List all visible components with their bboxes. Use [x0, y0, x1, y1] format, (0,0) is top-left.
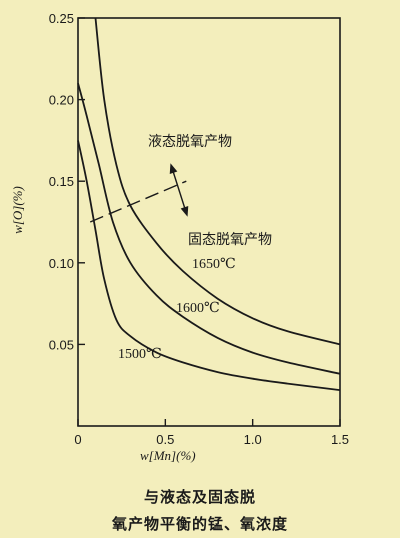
y-tick-label: 0.25: [49, 11, 74, 26]
caption-line-1: 与液态及固态脱: [143, 488, 256, 506]
caption-line-2: 氧产物平衡的锰、氧浓度: [111, 515, 288, 533]
x-tick-label: 1.5: [331, 432, 349, 447]
annotation-solid: 固态脱氧产物: [188, 232, 272, 248]
y-tick-label: 0.05: [49, 337, 74, 352]
annotation-arrow: [171, 167, 187, 213]
series-line-2: [77, 140, 341, 391]
arrow-head-up: [169, 163, 178, 174]
plot-frame: [77, 17, 341, 427]
phase-boundary-line: [89, 180, 187, 223]
x-tick-label: 0.5: [156, 432, 174, 447]
y-axis-title: w[O](%): [10, 186, 25, 234]
y-tick-label: 0.10: [49, 256, 74, 271]
series-label-1650: 1650℃: [192, 257, 236, 272]
series-label-1500: 1500℃: [118, 347, 162, 362]
y-tick-label: 0.15: [49, 174, 74, 189]
x-tick-label: 0: [74, 432, 81, 447]
x-axis-title: w[Mn](%): [140, 448, 196, 463]
y-tick-label: 0.20: [49, 93, 74, 108]
arrow-head-down: [180, 206, 189, 217]
series-line-0: [94, 17, 341, 346]
annotation-liquid: 液态脱氧产物: [148, 134, 232, 150]
series-label-1600: 1600℃: [176, 301, 220, 316]
series-line-1: [77, 83, 341, 375]
x-tick-label: 1.0: [244, 432, 262, 447]
